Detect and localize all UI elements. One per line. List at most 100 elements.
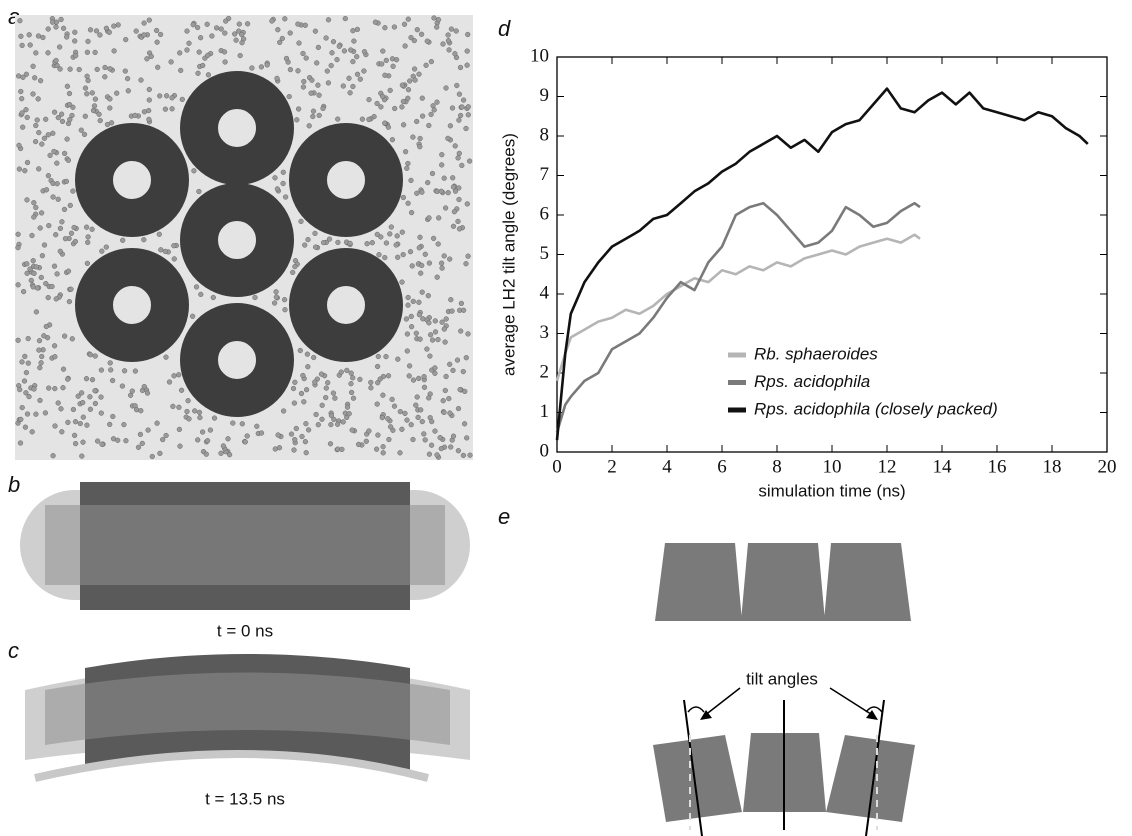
lipid-bead (350, 395, 357, 401)
lipid-bead (456, 185, 462, 191)
lipid-bead (16, 142, 22, 149)
legend-label: Rb. sphaeroides (754, 344, 878, 363)
lipid-bead (179, 387, 185, 393)
lipid-bead (124, 75, 131, 82)
lipid-bead (290, 269, 296, 276)
lipid-bead (329, 50, 335, 56)
lipid-bead (30, 63, 36, 69)
lipid-bead (461, 97, 467, 103)
lipid-bead (332, 395, 338, 401)
lipid-bead (387, 231, 393, 237)
lipid-bead (450, 223, 457, 229)
lipid-bead (346, 75, 352, 81)
lipid-bead (447, 256, 453, 262)
lipid-bead (91, 103, 98, 109)
lipid-bead (53, 24, 59, 30)
lipid-bead (236, 28, 242, 34)
lipid-bead (465, 253, 471, 259)
lipid-bead (426, 260, 433, 266)
lipid-bead (450, 184, 457, 190)
lipid-bead (184, 408, 190, 415)
lipid-bead (414, 190, 420, 196)
lipid-bead (425, 180, 431, 186)
lipid-bead (304, 351, 311, 357)
lipid-bead (458, 328, 464, 334)
lipid-bead (391, 403, 398, 409)
lipid-bead (375, 432, 381, 438)
lipid-bead (36, 166, 42, 172)
lipid-bead (304, 387, 310, 393)
lipid-bead (316, 92, 322, 98)
x-tick-label: 4 (662, 456, 672, 477)
lipid-bead (422, 437, 428, 443)
lipid-bead (350, 28, 356, 34)
lipid-bead (395, 356, 401, 362)
lipid-bead (258, 64, 265, 70)
lipid-bead (441, 326, 447, 332)
lipid-bead (29, 429, 35, 435)
lipid-bead (89, 226, 95, 232)
lipid-bead (374, 231, 380, 238)
lipid-bead (325, 80, 332, 86)
lipid-bead (432, 329, 439, 335)
lipid-bead (280, 180, 286, 187)
lipid-bead (16, 166, 23, 172)
lipid-bead (413, 402, 419, 408)
lipid-bead (53, 296, 59, 302)
plot-frame (556, 56, 1108, 453)
lipid-bead (348, 370, 354, 376)
lipid-bead (149, 453, 155, 460)
angle-arc (865, 706, 883, 713)
lipid-bead (275, 27, 281, 33)
lipid-bead (465, 104, 471, 110)
lipid-bead (107, 96, 113, 102)
lipid-bead (419, 31, 425, 37)
lipid-bead (31, 214, 37, 220)
lipid-bead (58, 111, 65, 117)
lipid-bead (368, 379, 374, 386)
lipid-bead (110, 413, 116, 420)
lipid-bead (410, 436, 416, 443)
lipid-bead (196, 409, 203, 416)
lipid-bead (138, 408, 144, 414)
lipid-bead (334, 56, 340, 63)
lipid-bead (22, 424, 29, 430)
lipid-bead (31, 386, 37, 392)
lipid-bead (463, 125, 469, 132)
lipid-bead (19, 359, 25, 365)
lipid-bead (29, 232, 35, 239)
lipid-bead (55, 400, 61, 406)
lipid-bead (196, 49, 202, 55)
lipid-bead (214, 25, 220, 31)
lipid-bead (171, 256, 177, 262)
y-tick-label: 6 (540, 203, 550, 224)
lipid-bead (82, 85, 89, 91)
lipid-bead (274, 186, 281, 192)
lipid-bead (25, 360, 31, 366)
membrane-bent-view (25, 654, 470, 782)
lipid-bead (418, 407, 424, 413)
lipid-bead (156, 231, 162, 237)
lipid-bead (291, 400, 298, 406)
lipid-bead (166, 379, 173, 385)
lipid-bead (428, 58, 435, 65)
y-tick-label: 7 (540, 164, 550, 185)
lipid-bead (315, 422, 321, 428)
lipid-bead (227, 452, 233, 458)
lipid-bead (455, 218, 461, 225)
lipid-bead (417, 144, 423, 150)
lipid-bead (87, 394, 93, 400)
lipid-bead (366, 116, 372, 123)
lipid-bead (184, 47, 190, 53)
arrow (703, 687, 741, 717)
lipid-bead (350, 375, 356, 381)
lipid-bead (32, 75, 38, 81)
lipid-bead (456, 91, 463, 97)
lipid-bead (51, 343, 58, 349)
lipid-bead (33, 309, 40, 315)
lipid-bead (46, 385, 52, 391)
lipid-bead (34, 117, 40, 123)
lipid-bead (405, 87, 412, 93)
lipid-bead (269, 18, 275, 24)
y-tick-label: 4 (540, 282, 550, 303)
